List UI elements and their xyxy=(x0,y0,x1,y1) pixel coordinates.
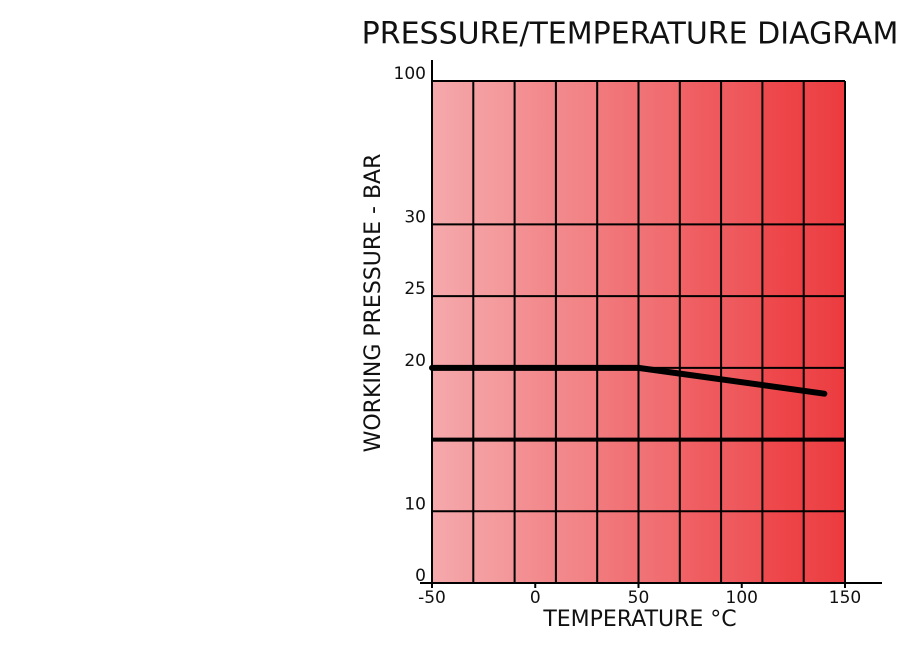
column-shade xyxy=(597,81,638,583)
data-line xyxy=(429,364,828,397)
column-grid xyxy=(431,81,846,583)
y-tick-label: 20 xyxy=(404,351,426,371)
y-tick-label: 100 xyxy=(394,64,426,84)
column-shade xyxy=(638,81,680,583)
column-shade xyxy=(762,81,803,583)
column-shade xyxy=(473,81,515,583)
y-tick-label: 0 xyxy=(415,566,426,586)
x-tick-label: 0 xyxy=(530,588,541,608)
x-tick-label: 50 xyxy=(628,588,650,608)
column-shade xyxy=(555,81,598,583)
x-tick-label: 150 xyxy=(829,588,861,608)
column-shade xyxy=(721,81,763,583)
column-shade xyxy=(515,81,556,583)
column-shade xyxy=(803,81,845,583)
column-shade xyxy=(680,81,721,583)
y-axis-label: WORKING PRESSURE - BAR xyxy=(361,154,386,453)
y-tick-label: 30 xyxy=(404,207,426,227)
column-shade xyxy=(432,81,473,583)
chart-title: PRESSURE/TEMPERATURE DIAGRAM xyxy=(362,17,899,52)
x-tick-label: -50 xyxy=(418,588,446,608)
y-tick-label: 25 xyxy=(404,279,426,299)
x-tick-label: 100 xyxy=(726,588,758,608)
x-axis-label: TEMPERATURE °C xyxy=(542,607,736,632)
y-tick-label: 10 xyxy=(404,494,426,514)
